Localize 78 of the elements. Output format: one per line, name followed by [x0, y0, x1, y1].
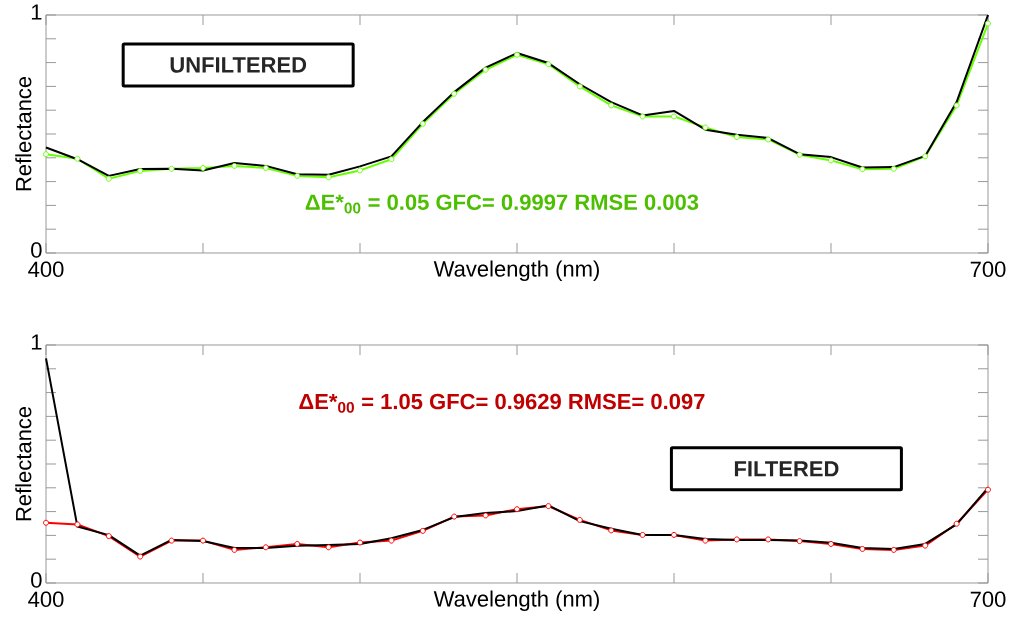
point — [231, 162, 238, 169]
point — [671, 113, 677, 120]
point — [137, 167, 144, 174]
point — [576, 83, 583, 90]
point — [796, 538, 803, 545]
point — [639, 113, 646, 120]
point — [702, 124, 709, 131]
annotation: FILTERED — [734, 461, 839, 477]
point — [74, 521, 81, 528]
y-tick-label: 0 — [31, 242, 42, 258]
point — [200, 165, 207, 172]
point — [859, 545, 866, 552]
point — [953, 102, 960, 109]
annotation: ΔE*$_{00}$ = 0.05 GFC= 0.9997 RMSE 0.003 — [305, 194, 699, 214]
point — [262, 544, 269, 551]
point — [419, 120, 426, 127]
point — [576, 516, 583, 523]
y-tick-label: 0 — [31, 572, 42, 588]
x-tick-label: 700 — [970, 261, 1006, 278]
y-axis-title: Reflectance — [15, 406, 32, 521]
point — [325, 544, 332, 551]
point — [168, 537, 175, 544]
point — [294, 540, 301, 547]
point — [828, 157, 834, 164]
point — [357, 167, 364, 174]
point — [608, 527, 615, 534]
point — [357, 539, 364, 546]
x-tick-label: 400 — [28, 261, 64, 278]
point — [890, 546, 897, 553]
y-axis-title: Reflectance — [15, 76, 32, 191]
x-tick-label: 400 — [28, 591, 64, 608]
point — [200, 537, 207, 544]
point — [451, 513, 458, 520]
point — [922, 542, 929, 549]
annotation: ΔE*$_{00}$ = 1.05 GFC= 0.9629 RMSE= 0.097 — [299, 393, 705, 413]
point — [828, 540, 834, 547]
point — [671, 531, 677, 538]
point — [608, 102, 615, 109]
point — [702, 537, 709, 544]
point — [388, 537, 395, 544]
y-tick-label: 1 — [31, 4, 42, 20]
annotation: UNFILTERED — [170, 57, 307, 73]
point — [231, 546, 238, 553]
point — [890, 165, 897, 172]
point — [859, 166, 866, 173]
y-tick-label: 1 — [31, 334, 42, 350]
point — [796, 151, 803, 158]
point — [262, 165, 269, 172]
point — [985, 486, 991, 493]
point — [953, 520, 960, 527]
point — [985, 20, 991, 27]
x-axis-title: Wavelength (nm) — [433, 260, 599, 282]
point — [105, 175, 112, 182]
point — [733, 134, 740, 141]
point — [419, 527, 426, 534]
point — [137, 553, 144, 560]
point — [765, 536, 772, 543]
point — [922, 153, 929, 160]
point — [74, 155, 81, 162]
point — [325, 174, 332, 181]
point — [514, 506, 521, 513]
point — [388, 156, 395, 163]
point — [765, 136, 772, 143]
point — [639, 531, 646, 538]
point — [545, 503, 552, 510]
point — [43, 519, 50, 526]
point — [514, 51, 521, 58]
point — [105, 533, 112, 540]
point — [168, 165, 175, 172]
point — [482, 512, 489, 519]
point — [43, 151, 50, 158]
x-axis-title: Wavelength (nm) — [433, 590, 599, 612]
point — [451, 90, 458, 97]
point — [733, 536, 740, 543]
x-tick-label: 700 — [970, 591, 1006, 608]
point — [294, 172, 301, 179]
point — [482, 66, 489, 73]
point — [545, 61, 552, 68]
